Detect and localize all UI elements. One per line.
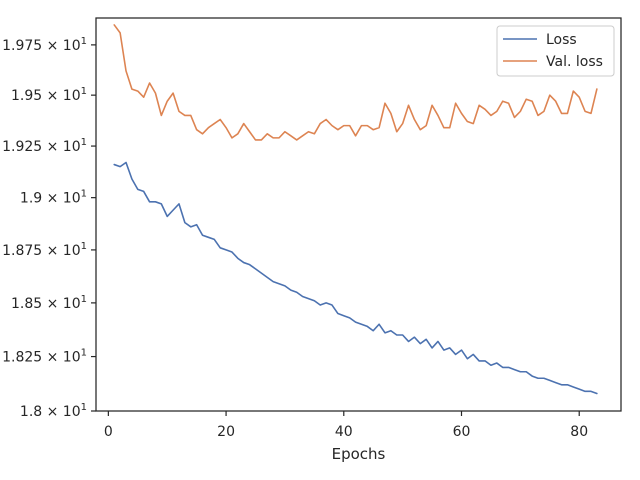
y-tick-label: 1.95 × 101 bbox=[11, 86, 87, 104]
x-axis-title: Epochs bbox=[332, 445, 386, 463]
x-axis: 0 20 40 60 80 bbox=[104, 411, 588, 440]
series-line-val-loss bbox=[113, 24, 598, 141]
x-tick-label: 20 bbox=[217, 424, 235, 440]
x-tick-label: 60 bbox=[453, 424, 471, 440]
legend: Loss Val. loss bbox=[496, 25, 615, 77]
y-tick-label: 1.9 × 101 bbox=[20, 189, 87, 207]
x-tick-label: 80 bbox=[570, 424, 588, 440]
y-tick-label: 1.825 × 101 bbox=[2, 348, 87, 366]
y-tick-label: 1.975 × 101 bbox=[2, 36, 87, 54]
y-tick-label: 1.925 × 101 bbox=[2, 137, 87, 155]
x-tick-label: 40 bbox=[335, 424, 353, 440]
y-tick-label: 1.875 × 101 bbox=[2, 241, 87, 259]
y-axis: 1.8 × 101 1.825 × 101 1.85 × 101 1.875 × 10… bbox=[2, 36, 96, 420]
legend-label-val-loss: Val. loss bbox=[546, 54, 603, 70]
y-tick-label: 1.8 × 101 bbox=[20, 402, 87, 420]
series-layer bbox=[113, 24, 598, 395]
plot-area-frame bbox=[95, 17, 622, 412]
y-tick-label: 1.85 × 101 bbox=[11, 294, 87, 312]
x-tick-label: 0 bbox=[104, 424, 113, 440]
legend-label-loss: Loss bbox=[546, 32, 577, 48]
series-line-loss bbox=[113, 161, 598, 395]
